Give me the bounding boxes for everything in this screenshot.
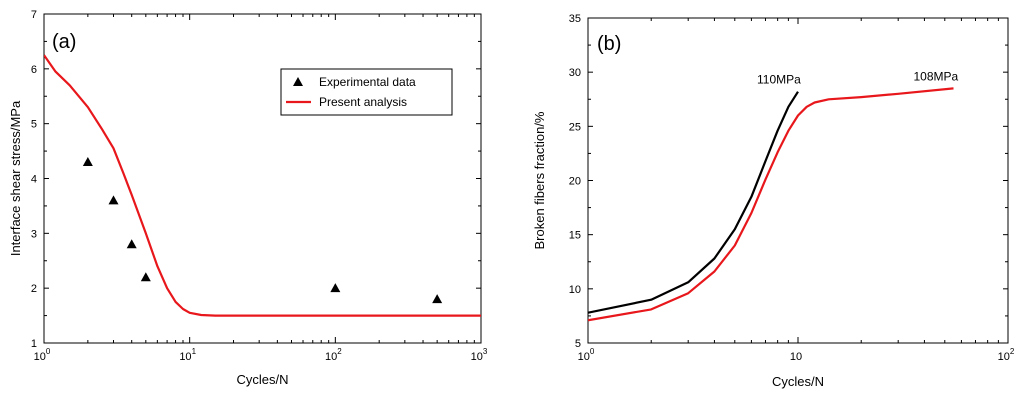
panel-b-110mpa-line <box>588 91 799 314</box>
panel-b-y-tick-label: 25 <box>569 121 581 133</box>
panel-a-y-axis-label: Interface shear stress/MPa <box>8 100 23 256</box>
panel-a-y-tick-label: 7 <box>31 9 37 21</box>
panel-a-legend-present-analysis-label: Present analysis <box>319 95 407 109</box>
panel-b-annotation-110mpa: 110MPa <box>757 73 801 87</box>
panel-b-x-tick-label: 102 <box>998 347 1015 363</box>
panel-b-panel-label: (b) <box>597 33 621 55</box>
panel-a-legend-experimental-data-swatch <box>293 77 303 86</box>
panel-a-present-analysis-line <box>44 54 481 317</box>
panel-a: 1 2 3 4 5 6 7 100 101 102 103 Cycles/N Interface she… <box>8 9 488 387</box>
panel-a-experimental-data-point <box>126 239 137 249</box>
panel-b-y-tick-label: 10 <box>569 284 581 296</box>
panel-b-108mpa-line <box>588 87 954 322</box>
panel-a-legend-experimental-data-label: Experimental data <box>319 75 416 89</box>
panel-b-y-tick-label: 15 <box>569 230 581 242</box>
panel-b-y-tick-label: 35 <box>569 13 581 25</box>
panel-a-panel-label: (a) <box>52 31 76 53</box>
panel-a-y-tick-label: 2 <box>31 283 37 295</box>
panel-a-experimental-data-point <box>82 157 93 167</box>
panel-a-x-axis-label: Cycles/N <box>236 372 288 387</box>
panel-b-x-tick-label: 10 <box>790 351 802 363</box>
panel-a-y-tick-label: 4 <box>31 174 37 186</box>
panel-a-y-tick-label: 1 <box>31 338 37 350</box>
panel-a-x-tick-label: 102 <box>325 347 342 363</box>
panel-a-x-tick-label: 100 <box>34 347 51 363</box>
panel-b-y-axis-label: Broken fibers fraction/% <box>532 111 547 249</box>
panel-b-x-axis-label: Cycles/N <box>772 374 824 389</box>
panel-b: 5 10 15 20 25 30 35 100 10 102 Cycles/N Broken fibe… <box>532 13 1015 389</box>
panel-a-experimental-data-point <box>108 195 119 205</box>
panel-b-x-tick-label: 100 <box>578 347 595 363</box>
panel-b-annotation-108mpa: 108MPa <box>913 69 958 83</box>
panel-a-y-tick-label: 6 <box>31 64 37 76</box>
panel-b-y-tick-label: 5 <box>575 338 581 350</box>
panel-b-y-tick-label: 20 <box>569 176 581 188</box>
panel-a-legend-box <box>280 68 453 116</box>
panel-a-experimental-data-point <box>140 272 151 282</box>
panel-a-x-tick-label: 101 <box>179 347 196 363</box>
panel-a-y-tick-label: 3 <box>31 228 37 240</box>
panel-a-x-tick-label: 103 <box>471 347 488 363</box>
panel-a-experimental-data-point <box>330 283 341 293</box>
panel-a-y-tick-label: 5 <box>31 119 37 131</box>
panel-a-experimental-data-point <box>432 294 443 304</box>
panel-b-y-tick-label: 30 <box>569 67 581 79</box>
